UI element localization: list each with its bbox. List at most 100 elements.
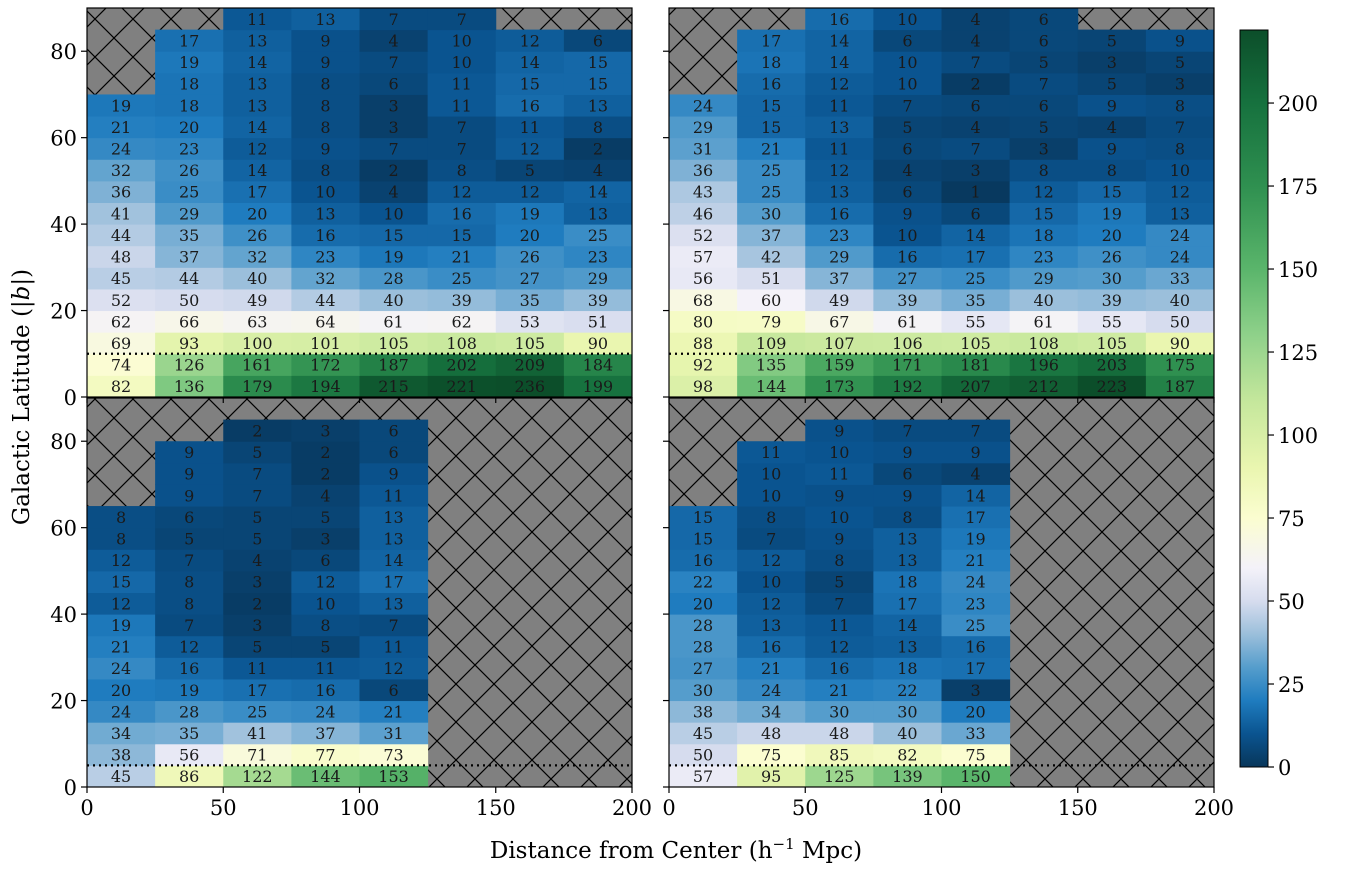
cell-label: 25 bbox=[965, 269, 985, 288]
heatmap-cell bbox=[359, 419, 429, 442]
cell-label: 20 bbox=[965, 702, 985, 721]
heatmap-cell bbox=[155, 462, 224, 485]
cell-label: 16 bbox=[761, 75, 781, 94]
heatmap-cell bbox=[427, 332, 497, 355]
cell-label: 55 bbox=[1102, 312, 1122, 331]
heatmap-cell bbox=[155, 267, 224, 290]
cell-label: 15 bbox=[520, 75, 540, 94]
heatmap-cell bbox=[223, 267, 292, 290]
cell-label: 4 bbox=[970, 118, 980, 137]
heatmap-cell bbox=[563, 202, 633, 225]
colorbar-tick-label: 125 bbox=[1278, 341, 1318, 365]
heatmap-cell bbox=[223, 310, 292, 333]
heatmap-cell bbox=[223, 159, 292, 182]
heatmap-cell bbox=[223, 570, 292, 593]
cell-label: 25 bbox=[761, 161, 781, 180]
heatmap-cell bbox=[737, 614, 806, 637]
heatmap-cell bbox=[669, 506, 738, 529]
cell-label: 14 bbox=[247, 53, 267, 72]
cell-label: 53 bbox=[520, 312, 540, 331]
cell-label: 6 bbox=[184, 508, 194, 527]
heatmap-cell bbox=[805, 288, 874, 312]
y-tick-label: 80 bbox=[50, 430, 77, 454]
cell-label: 30 bbox=[693, 681, 713, 700]
cell-label: 10 bbox=[761, 573, 781, 592]
heatmap-cell bbox=[941, 375, 1011, 398]
heatmap-cell bbox=[427, 353, 497, 376]
cell-label: 9 bbox=[184, 486, 194, 505]
heatmap-cell bbox=[155, 635, 224, 658]
heatmap-cell bbox=[941, 765, 1011, 788]
heatmap-cell bbox=[805, 94, 874, 117]
heatmap-cell bbox=[873, 462, 942, 485]
heatmap-cell bbox=[805, 592, 874, 615]
heatmap-cell bbox=[359, 635, 429, 658]
cell-label: 10 bbox=[1170, 161, 1190, 180]
cell-label: 144 bbox=[756, 377, 787, 396]
y-tick-label: 80 bbox=[50, 40, 77, 64]
heatmap-cell bbox=[1009, 180, 1079, 203]
heatmap-cell bbox=[563, 353, 633, 376]
cell-label: 48 bbox=[111, 248, 131, 267]
heatmap-cell bbox=[805, 419, 874, 442]
cell-label: 6 bbox=[388, 75, 398, 94]
cell-label: 172 bbox=[310, 356, 341, 375]
x-tick-label: 100 bbox=[339, 796, 379, 820]
heatmap-cell bbox=[873, 765, 942, 788]
heatmap-cell bbox=[1145, 29, 1215, 52]
heatmap-cell bbox=[669, 570, 738, 593]
heatmap-cell bbox=[291, 743, 360, 766]
cell-label: 9 bbox=[320, 139, 330, 158]
cell-label: 187 bbox=[378, 356, 409, 375]
cell-label: 9 bbox=[834, 529, 844, 548]
cell-label: 23 bbox=[588, 248, 608, 267]
cell-label: 9 bbox=[1107, 139, 1117, 158]
cell-label: 21 bbox=[111, 118, 131, 137]
cell-label: 15 bbox=[1102, 183, 1122, 202]
heatmap-cell bbox=[941, 8, 1011, 31]
cell-label: 39 bbox=[1102, 291, 1122, 310]
cell-label: 3 bbox=[1175, 75, 1185, 94]
heatmap-cell bbox=[223, 288, 292, 312]
cell-label: 13 bbox=[829, 118, 849, 137]
cell-label: 14 bbox=[965, 226, 985, 245]
cell-label: 9 bbox=[970, 443, 980, 462]
cell-label: 4 bbox=[593, 161, 603, 180]
heatmap-cell bbox=[427, 375, 497, 398]
heatmap-cell bbox=[873, 288, 942, 312]
heatmap-cell bbox=[1009, 288, 1079, 312]
heatmap-cell bbox=[495, 267, 565, 290]
heatmap-cell bbox=[87, 137, 156, 160]
cell-label: 19 bbox=[1102, 204, 1122, 223]
cell-label: 19 bbox=[520, 204, 540, 223]
heatmap-cell bbox=[1009, 245, 1079, 268]
heatmap-cell bbox=[1009, 202, 1079, 225]
cell-label: 19 bbox=[179, 53, 199, 72]
heatmap-cell bbox=[737, 332, 806, 355]
heatmap-cell bbox=[359, 288, 429, 312]
heatmap-cell bbox=[941, 224, 1011, 247]
cell-label: 12 bbox=[761, 551, 781, 570]
cell-label: 82 bbox=[897, 746, 917, 765]
cell-label: 175 bbox=[1165, 356, 1196, 375]
heatmap-cell bbox=[427, 288, 497, 312]
cell-label: 67 bbox=[829, 312, 849, 331]
heatmap-cell bbox=[737, 245, 806, 268]
heatmap-cell bbox=[87, 288, 156, 312]
cell-label: 15 bbox=[452, 226, 472, 245]
cell-label: 35 bbox=[520, 291, 540, 310]
heatmap-cell bbox=[495, 375, 565, 398]
cell-label: 14 bbox=[588, 183, 608, 202]
cell-label: 9 bbox=[320, 31, 330, 50]
x-tick-label: 150 bbox=[1058, 796, 1098, 820]
cell-label: 3 bbox=[388, 96, 398, 115]
cell-label: 8 bbox=[320, 96, 330, 115]
cell-label: 6 bbox=[902, 183, 912, 202]
heatmap-cell bbox=[669, 332, 738, 355]
cell-label: 15 bbox=[1034, 204, 1054, 223]
cell-label: 14 bbox=[829, 53, 849, 72]
heatmap-cell bbox=[941, 180, 1011, 203]
cell-label: 16 bbox=[179, 659, 199, 678]
heatmap-cell bbox=[805, 332, 874, 355]
